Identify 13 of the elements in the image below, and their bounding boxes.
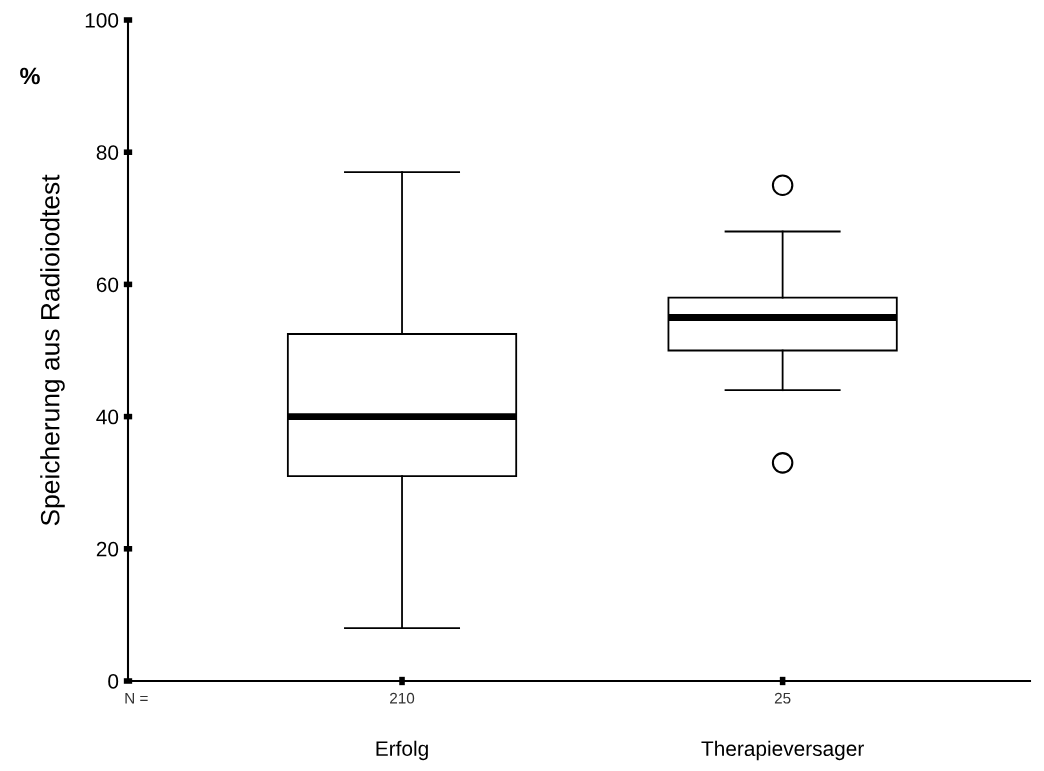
text: N = (125, 692, 148, 704)
y-tick-label: 100 (85, 13, 119, 28)
y-tick-label: 80 (96, 145, 119, 160)
y-tick-label: 40 (96, 409, 119, 425)
y-axis-title: Speicherung aus Radioiodtest (40, 174, 65, 526)
text: % (20, 67, 40, 85)
y-tick-label: 60 (96, 277, 119, 293)
text: 25 (774, 692, 791, 704)
x-tick-label: Therapieversager (701, 740, 864, 761)
y-tick-label: 0 (108, 674, 119, 689)
y-tick-label: 20 (96, 541, 119, 557)
text: 210 (390, 692, 415, 704)
x-tick-label: Erfolg (376, 740, 428, 761)
